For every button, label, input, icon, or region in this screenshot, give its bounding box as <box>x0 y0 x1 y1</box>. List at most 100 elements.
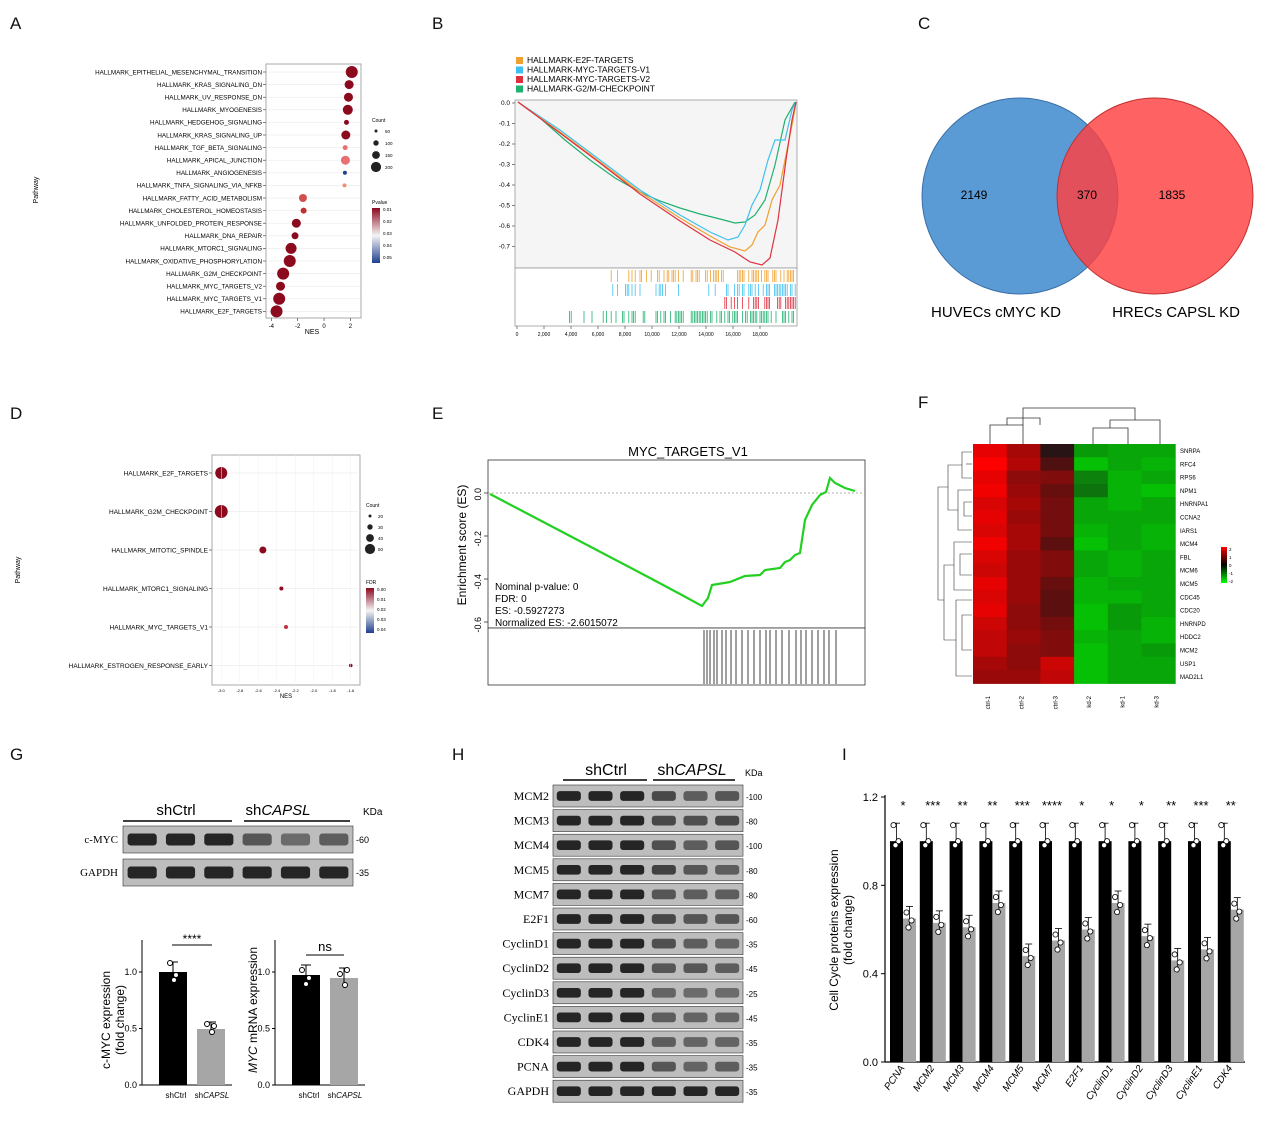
panel-g-group-kd: shCAPSL <box>245 802 310 819</box>
panel-i-bar-ctrl <box>1039 841 1052 1062</box>
panel-h-blot-band <box>651 963 676 974</box>
panel-h-blot-band <box>683 1037 708 1047</box>
panel-a-count-legend-label: 100 <box>385 141 393 146</box>
panel-i-bar-kd <box>1081 929 1095 1062</box>
panel-i-bar-ctrl <box>890 841 903 1062</box>
panel-f-sample-label: ctrl-1 <box>986 695 992 709</box>
panel-f-heatmap-cell <box>1141 537 1176 551</box>
panel-i-bar-kd <box>932 922 946 1062</box>
panel-h-blot-band <box>715 1061 740 1072</box>
panel-letter-f: F <box>918 393 929 412</box>
panel-a-pvalue-label: 0.03 <box>383 231 392 236</box>
panel-f-heatmap-cell <box>973 483 1008 498</box>
panel-i-point <box>1082 920 1089 927</box>
panel-h-blot-band <box>651 1086 676 1097</box>
panel-i-bar-kd <box>903 918 916 1062</box>
panel-h-blot-band <box>620 963 645 974</box>
panel-h-blot-label: CyclinD3 <box>502 986 549 1000</box>
panel-b-xtick-label: 16,000 <box>725 332 741 338</box>
panel-f-heatmap-cell <box>1074 563 1109 578</box>
panel-h-blot-band <box>683 914 708 924</box>
panel-i-bar-ctrl <box>979 841 993 1062</box>
panel-i-point <box>984 838 991 845</box>
panel-a-pathway-label: HALLMARK_MYOGENESIS <box>182 107 262 114</box>
panel-h-blot-band <box>683 1061 708 1072</box>
panel-e-ytick-label: -0.2 <box>473 531 483 547</box>
panel-b-curve-e2f <box>517 101 797 252</box>
panel-a-dot <box>342 104 353 115</box>
panel-a-count-legend-label: 50 <box>385 129 391 134</box>
panel-a-pathway-label: HALLMARK_TGF_BETA_SIGNALING <box>155 145 262 152</box>
panel-f-heatmap-cell <box>1006 630 1041 644</box>
panel-f-heatmap-cell <box>1074 444 1109 458</box>
panel-h-blot-label: CyclinD1 <box>502 937 549 951</box>
panel-a-dot <box>298 194 307 202</box>
panel-h-blot-band <box>683 938 708 949</box>
panel-h-blot-band <box>620 840 645 851</box>
panel-h-blot-band <box>588 1012 613 1023</box>
panel-i-significance: *** <box>925 798 940 813</box>
panel-i-ylabel-2: (fold change) <box>841 895 855 965</box>
panel-f-heatmap: SNRPA RFC4 RPS6 NPM1 HNRNPA1 CCNA2 IARS1 MCM4 FB… <box>937 407 1233 709</box>
panel-i-point <box>1041 842 1048 849</box>
panel-f-scale-bar <box>1221 547 1227 583</box>
panel-h-blot-band <box>556 1061 581 1072</box>
panel-i-ytick-label: 0.8 <box>863 880 878 892</box>
panel-h-blot-kda: -35 <box>746 1039 758 1048</box>
panel-f-heatmap-cell <box>1107 616 1142 631</box>
panel-i-point <box>1143 942 1150 949</box>
panel-a-pathway-label: HALLMARK_DNA_REPAIR <box>185 233 263 240</box>
panel-b-ytick-label: -0.4 <box>499 182 511 189</box>
panel-g-c1-x-ctrl: shCtrl <box>166 1091 187 1100</box>
panel-d-fdr-label: 0.00 <box>377 587 386 592</box>
panel-h-blot-band <box>556 1012 581 1023</box>
panel-i-point <box>892 842 899 849</box>
panel-i-point <box>994 909 1001 916</box>
panel-h-blot-band <box>556 1037 581 1047</box>
panel-f-heatmap-cell <box>1074 483 1109 498</box>
panel-d-fdr-colorbar <box>366 588 374 633</box>
panel-a-pvalue-label: 0.01 <box>383 207 392 212</box>
panel-g-blot-band <box>242 833 272 846</box>
panel-g-c1-x-kd: shCAPSL <box>195 1091 230 1100</box>
panel-h-blot-band <box>683 840 708 851</box>
panel-i-bar-kd <box>1141 936 1155 1062</box>
panel-d-count-legend-label: 50 <box>378 547 384 552</box>
panel-e-ylabel: Enrichment score (ES) <box>455 485 469 606</box>
panel-h-blot-kda: -100 <box>746 793 763 802</box>
panel-h-blot-band <box>620 864 645 875</box>
panel-i-category-label: CDK4 <box>1211 1063 1236 1092</box>
panel-f-gene-label: USP1 <box>1180 662 1196 668</box>
panel-i-point <box>1190 842 1197 849</box>
panel-i-point <box>1039 822 1046 829</box>
panel-b-xtick-label: 14,000 <box>698 332 714 338</box>
panel-f-heatmap-cell <box>1141 616 1176 631</box>
panel-f-scale-label: 1 <box>1229 555 1232 560</box>
panel-a-dot <box>291 232 299 240</box>
panel-i-point <box>1130 842 1137 849</box>
panel-i-point <box>1052 931 1059 938</box>
panel-a-count-legend-label: 200 <box>385 165 393 170</box>
panel-e-ytick-label: -0.4 <box>473 574 483 590</box>
panel-h-blot-band <box>715 864 740 875</box>
panel-h-blot-band <box>715 1037 740 1047</box>
panel-i-bar-ctrl <box>949 841 963 1062</box>
panel-g-ytick-label: 0.0 <box>257 1080 270 1090</box>
panel-h-blot-band <box>651 914 676 924</box>
panel-h-blot-band <box>683 864 708 875</box>
panel-f-heatmap-cell <box>1040 643 1075 658</box>
panel-a-xtick-label: -4 <box>269 324 275 330</box>
panel-d-ylabel: Pathway <box>15 556 22 583</box>
panel-b-gsea-multi: HALLMARK-E2F-TARGETSHALLMARK-MYC-TARGETS… <box>499 55 798 338</box>
panel-f-heatmap-cell <box>1107 523 1142 538</box>
panel-g-western: shCtrl shCAPSL KDa c-MYC -60 GAPDH -35 1.0 0… <box>80 802 383 1100</box>
panel-e-es-curve <box>489 475 856 608</box>
panel-f-heatmap-cell <box>1141 670 1176 684</box>
panel-h-blot-band <box>715 1012 740 1023</box>
panel-h-blot-band <box>620 815 645 826</box>
panel-d-pathway-label: HALLMARK_MITOTIC_SPINDLE <box>111 547 208 554</box>
venn-left-label: HUVECs cMYC KD <box>931 304 1061 321</box>
panel-d-xtick-label: -1.8 <box>329 688 337 693</box>
panel-f-heatmap-cell <box>1040 563 1075 578</box>
